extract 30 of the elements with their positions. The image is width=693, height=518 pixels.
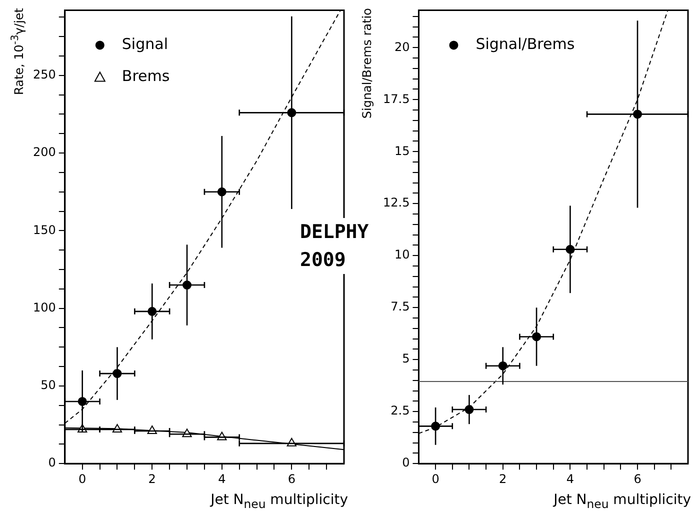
y-tick-label: 2.5 — [390, 404, 410, 418]
y-tick-label: 0 — [402, 456, 410, 470]
y-tick-label: 7.5 — [390, 300, 410, 314]
x-axis-title: Jet N$_{neu}$ multiplicity — [210, 492, 348, 511]
y-tick-label: 10 — [394, 248, 410, 262]
y-tick-label: 200 — [33, 145, 56, 160]
y-tick-label: 12.5 — [383, 196, 410, 210]
y-tick-label: 20 — [394, 40, 410, 54]
x-tick-label: 2 — [499, 472, 507, 486]
x-tick-label: 6 — [288, 472, 296, 486]
y-tick-label: 100 — [33, 300, 56, 314]
x-tick-label: 2 — [148, 472, 156, 486]
x-tick-label: 0 — [432, 472, 440, 486]
annotation: DELPHY 2009 — [300, 218, 380, 274]
x-tick-label: 4 — [218, 472, 226, 486]
y-tick-label: 150 — [33, 222, 56, 237]
y-tick-label: 50 — [40, 378, 56, 392]
legend-label: Signal/Brems — [476, 35, 575, 54]
x-tick-label: 4 — [566, 472, 574, 486]
x-tick-label: 6 — [634, 472, 642, 486]
y-tick-label: 17.5 — [383, 92, 410, 106]
y-axis-title: Signal/Brems ratio — [360, 8, 374, 119]
x-tick-label: 0 — [78, 472, 86, 486]
y-tick-label: 5 — [402, 352, 410, 366]
legend-label: Signal — [122, 35, 168, 54]
y-tick-label: 15 — [394, 144, 410, 158]
legend-label: Brems — [122, 67, 170, 86]
x-axis-title: Jet N$_{neu}$ multiplicity — [554, 492, 691, 511]
y-tick-label: 250 — [33, 68, 56, 82]
y-tick-label: 0 — [48, 456, 56, 470]
